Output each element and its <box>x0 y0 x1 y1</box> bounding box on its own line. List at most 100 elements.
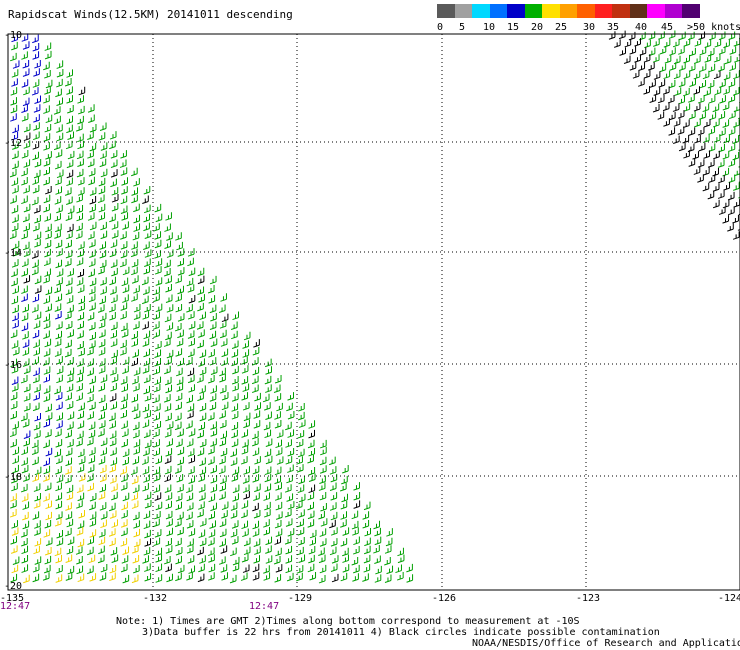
wind-barb <box>23 365 31 375</box>
wind-barb <box>219 374 226 383</box>
wind-barb <box>210 465 217 474</box>
wind-barb <box>33 114 40 123</box>
wind-barb <box>100 150 107 160</box>
wind-barb <box>243 466 250 475</box>
wind-barb <box>21 195 28 205</box>
wind-barb <box>34 275 42 285</box>
wind-barb <box>727 223 734 232</box>
wind-barb <box>66 177 73 187</box>
wind-barb <box>187 248 195 257</box>
wind-barb <box>100 437 108 447</box>
wind-barb <box>133 214 141 224</box>
wind-barb <box>352 527 359 536</box>
wind-barb <box>732 231 740 240</box>
wind-barb <box>186 484 193 494</box>
wind-barb <box>22 59 30 69</box>
wind-barb <box>196 321 204 330</box>
wind-barb <box>697 174 704 183</box>
wind-barb <box>20 529 28 538</box>
wind-barb <box>23 203 31 213</box>
wind-barb <box>65 502 72 511</box>
wind-barb <box>221 348 229 358</box>
wind-barb <box>43 529 51 538</box>
wind-barb <box>132 555 140 564</box>
wind-barb <box>221 572 228 581</box>
wind-barb <box>264 473 272 483</box>
wind-barb <box>242 564 250 573</box>
wind-barb <box>110 547 118 556</box>
wind-barb <box>241 392 249 401</box>
wind-barb <box>232 556 240 566</box>
wind-barb <box>342 547 349 557</box>
wind-barb <box>109 140 116 150</box>
wind-barb <box>373 520 381 530</box>
wind-barb <box>98 185 106 195</box>
wind-barb <box>77 312 85 321</box>
wind-barb <box>219 329 227 339</box>
wind-barb <box>197 302 204 312</box>
wind-barb <box>406 563 413 573</box>
wind-barb <box>33 500 41 509</box>
wind-barb <box>34 60 41 69</box>
wind-barb <box>374 536 382 546</box>
wind-barb <box>99 241 107 250</box>
wind-barb <box>10 401 18 410</box>
wind-barb <box>210 428 218 437</box>
wind-barb <box>109 430 117 440</box>
wind-barb <box>308 466 316 476</box>
wind-barb <box>331 555 339 564</box>
note-line-1: Note: 1) Times are GMT 2)Times along bot… <box>116 616 580 627</box>
wind-barb <box>132 421 140 431</box>
wind-barb <box>209 321 217 330</box>
wind-barb <box>276 456 284 465</box>
wind-barb <box>130 466 138 476</box>
wind-barb <box>76 150 84 160</box>
wind-barb <box>188 565 196 574</box>
wind-barb <box>23 383 31 393</box>
wind-barb <box>66 374 74 383</box>
wind-barb <box>23 438 30 447</box>
wind-barb <box>177 329 184 339</box>
wind-barb <box>133 285 140 294</box>
wind-barb <box>198 563 205 573</box>
wind-barb <box>374 527 381 537</box>
wind-barb <box>210 438 217 447</box>
wind-barb <box>155 563 163 573</box>
wind-barb <box>153 412 160 421</box>
wind-barb <box>231 438 239 448</box>
wind-barb <box>284 536 292 545</box>
wind-barb <box>78 456 86 465</box>
wind-barb <box>65 511 73 520</box>
wind-barb <box>219 410 226 419</box>
wind-barb <box>669 62 677 71</box>
wind-barb <box>55 88 62 98</box>
wind-barb <box>23 185 30 194</box>
wind-barb <box>86 394 94 403</box>
wind-barb <box>11 376 19 385</box>
wind-barb <box>220 338 228 347</box>
wind-barb <box>219 367 226 377</box>
wind-barb <box>88 239 96 248</box>
wind-barb <box>319 465 327 474</box>
wind-barb <box>65 239 72 249</box>
wind-barb <box>111 194 119 203</box>
wind-barb <box>188 428 196 437</box>
wind-barb <box>329 456 336 466</box>
wind-barb <box>77 366 84 376</box>
wind-barb <box>723 134 730 144</box>
wind-barb <box>22 339 30 348</box>
wind-barb <box>31 250 39 259</box>
wind-barb <box>32 141 40 150</box>
wind-barb <box>231 330 238 340</box>
wind-barb <box>34 412 41 422</box>
wind-barb <box>141 276 149 286</box>
wind-barb <box>89 221 97 231</box>
wind-barb <box>210 385 217 394</box>
wind-barb <box>108 303 116 313</box>
wind-barb <box>21 457 28 466</box>
wind-barb <box>32 43 40 52</box>
wind-barb <box>100 286 107 295</box>
wind-barb <box>274 374 282 384</box>
wind-barb <box>187 410 194 419</box>
wind-barb <box>56 68 64 78</box>
